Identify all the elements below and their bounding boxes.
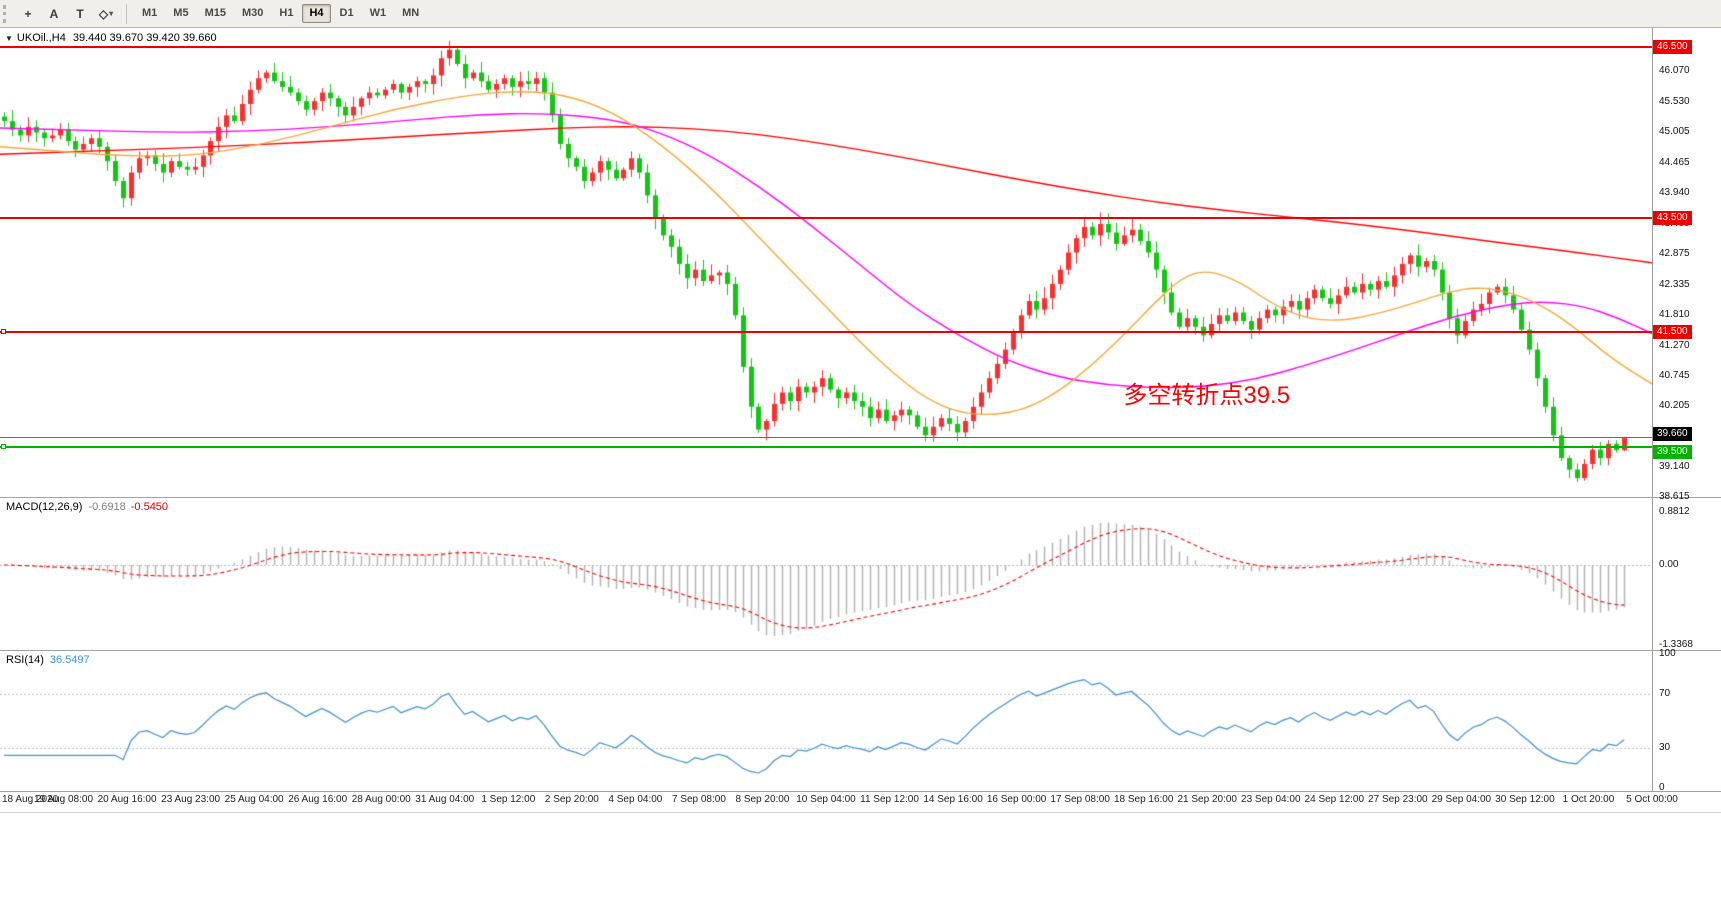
rsi-panel-canvas[interactable] — [0, 651, 1652, 791]
time-axis-label: 16 Sep 00:00 — [986, 794, 1047, 805]
time-axis-label: 8 Sep 20:00 — [735, 794, 790, 805]
chart-collapse-icon[interactable]: ▼ — [5, 34, 13, 43]
text-t-button[interactable]: T — [76, 6, 84, 21]
timeframe-button-m30[interactable]: M30 — [241, 7, 264, 19]
time-axis-label: 29 Sep 04:00 — [1431, 794, 1492, 805]
timeframe-button-m15[interactable]: M15 — [204, 7, 226, 19]
time-axis-label: 18 Aug 2020 — [2, 794, 59, 805]
price-axis-label: 42.335 — [1659, 278, 1690, 290]
time-axis-label: 23 Sep 04:00 — [1241, 794, 1301, 805]
time-axis-label: 19 Aug 08:00 — [34, 794, 94, 805]
rsi-axis-label: 70 — [1659, 688, 1671, 700]
crosshair-button[interactable]: + — [24, 6, 32, 21]
time-axis-label: 25 Aug 04:00 — [224, 794, 284, 805]
price-tag-46.500: 46.500 — [1653, 39, 1692, 54]
price-axis-label: 39.140 — [1659, 461, 1690, 473]
time-axis-label: 26 Aug 16:00 — [288, 794, 348, 805]
time-axis-label: 14 Sep 16:00 — [923, 794, 983, 805]
price-axis-separator — [1652, 28, 1653, 791]
time-axis-label: 18 Sep 16:00 — [1113, 794, 1174, 805]
time-axis-label: 5 Oct 00:00 — [1626, 794, 1678, 805]
time-axis-label: 7 Sep 08:00 — [671, 794, 726, 805]
timeframe-group: M1 M5 M15 M30 H1 H4 D1 W1 MN — [134, 4, 427, 23]
price-axis-label: 44.465 — [1659, 157, 1690, 169]
price-tag-39.500: 39.500 — [1653, 444, 1692, 459]
price-axis-label: 41.810 — [1659, 308, 1690, 320]
horizontal-line-46.500[interactable] — [0, 45, 1652, 48]
macd-panel-canvas[interactable] — [0, 498, 1652, 650]
timeframe-button-mn[interactable]: MN — [402, 7, 420, 19]
chart-symbol-label: UKOil.,H4 — [16, 32, 66, 44]
time-axis-label: 31 Aug 04:00 — [415, 794, 475, 805]
price-axis-label: 41.270 — [1659, 339, 1690, 351]
price-axis-label: 46.070 — [1659, 65, 1690, 77]
price-axis-label: 45.530 — [1659, 96, 1690, 108]
time-axis-label: 17 Sep 08:00 — [1050, 794, 1110, 805]
main-chart-canvas[interactable] — [0, 28, 1652, 497]
price-tag-43.500: 43.500 — [1653, 211, 1692, 226]
price-tag-39.660: 39.660 — [1653, 426, 1692, 441]
time-axis-separator — [0, 791, 1721, 792]
timeframe-button-d1[interactable]: D1 — [339, 7, 354, 19]
chart-ohlc-values: 39.440 39.670 39.420 39.660 — [72, 32, 217, 44]
time-axis-label: 4 Sep 04:00 — [608, 794, 663, 805]
toolbar-tools: + A T ◇ ▾ — [15, 2, 119, 26]
chart-title: ▼ UKOil.,H4 39.440 39.670 39.420 39.660 — [5, 32, 217, 44]
time-axis-label: 23 Aug 23:00 — [161, 794, 221, 805]
dropdown-arrow-icon: ▾ — [109, 9, 114, 18]
chart-text-annotation[interactable]: 多空转折点39.5 — [1123, 381, 1291, 409]
price-axis-label: 38.615 — [1659, 491, 1690, 503]
time-axis-label: 28 Aug 00:00 — [351, 794, 411, 805]
time-axis-label: 21 Sep 20:00 — [1177, 794, 1237, 805]
toolbar: + A T ◇ ▾ M1 M5 M15 M30 H1 H4 D1 W1 MN — [0, 0, 1721, 28]
timeframe-button-w1[interactable]: W1 — [369, 7, 387, 19]
price-axis-label: 45.005 — [1659, 126, 1690, 138]
toolbar-drag-handle[interactable] — [3, 4, 10, 23]
line-handle[interactable] — [1, 443, 6, 449]
horizontal-line-39.500[interactable] — [0, 443, 1652, 449]
time-axis-label: 1 Sep 12:00 — [481, 794, 536, 805]
rsi-axis-label: 30 — [1659, 741, 1671, 753]
rsi-axis-label: 0 — [1659, 782, 1665, 793]
horizontal-line-39.660[interactable] — [0, 437, 1652, 439]
macd-axis-label: 0.8812 — [1659, 506, 1690, 518]
horizontal-line-41.500[interactable] — [0, 329, 1652, 335]
time-axis-label: 30 Sep 12:00 — [1495, 794, 1555, 805]
macd-axis-label: 0.00 — [1659, 559, 1679, 570]
time-axis-label: 10 Sep 04:00 — [796, 794, 856, 805]
shapes-button[interactable]: ◇ ▾ — [98, 6, 114, 21]
timeframe-button-h4[interactable]: H4 — [302, 4, 331, 23]
toolbar-separator — [126, 3, 127, 24]
bottom-border — [0, 812, 1721, 813]
time-axis-label: 20 Aug 16:00 — [97, 794, 157, 805]
horizontal-line-43.500[interactable] — [0, 217, 1652, 220]
panel-separator-macd-rsi[interactable] — [0, 650, 1721, 651]
time-axis-label: 11 Sep 12:00 — [860, 794, 919, 805]
price-tag-41.500: 41.500 — [1653, 325, 1692, 340]
timeframe-button-m1[interactable]: M1 — [142, 7, 158, 19]
time-axis-label: 1 Oct 20:00 — [1562, 794, 1615, 805]
time-axis-label: 2 Sep 20:00 — [544, 794, 599, 805]
price-axis-label: 42.875 — [1659, 247, 1690, 259]
line-handle[interactable] — [1, 329, 6, 335]
price-axis-label: 40.745 — [1659, 369, 1690, 381]
timeframe-button-m5[interactable]: M5 — [173, 7, 189, 19]
time-axis-label: 24 Sep 12:00 — [1304, 794, 1365, 805]
panel-separator-main-macd[interactable] — [0, 497, 1721, 498]
rsi-axis-label: 100 — [1659, 648, 1676, 659]
macd-axis-label: -1.3368 — [1659, 639, 1693, 651]
price-axis-label: 40.205 — [1659, 400, 1690, 412]
label-a-button[interactable]: A — [49, 6, 59, 21]
price-axis-label: 43.940 — [1659, 187, 1690, 199]
time-axis-label: 27 Sep 23:00 — [1368, 794, 1428, 805]
timeframe-button-h1[interactable]: H1 — [279, 7, 294, 19]
